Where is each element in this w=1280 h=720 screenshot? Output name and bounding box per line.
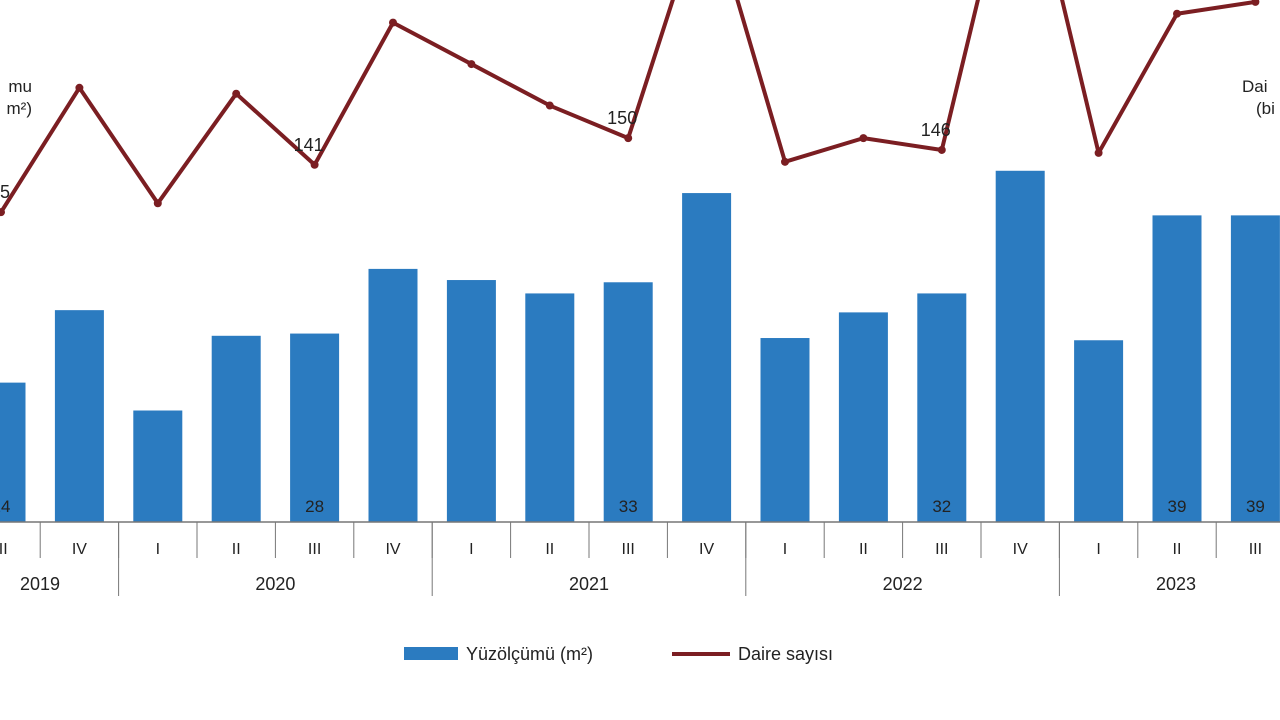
category-axis: IIIIVIIIIIIIVIIIIIIIVIIIIIIIVIIIIII20192… [0,521,1280,596]
bar [1152,215,1202,522]
quarter-tick-label: II [1173,541,1182,558]
bar [760,338,810,522]
quarter-tick-label: I [783,541,787,558]
quarter-tick-label: II [545,541,554,558]
line-point [937,145,946,154]
line-data-label: 192 [1156,0,1186,4]
right-axis-title-line: (bi [1256,99,1275,118]
bar-data-label: 32 [932,497,951,516]
quarter-tick-label: IV [385,541,400,558]
line-point [781,157,789,166]
bar [1074,340,1124,522]
bar-data-label: 39 [1168,497,1187,516]
left-axis-title: mu m²) [7,77,32,118]
quarter-tick-label: IV [72,541,87,558]
legend-swatch-bar [404,647,458,660]
line-point [545,101,554,110]
year-label: 2022 [883,574,923,594]
bar [1230,215,1280,522]
quarter-tick-label: III [1249,541,1262,558]
right-axis-title-line: Dai [1242,77,1268,96]
year-label: 2021 [569,574,609,594]
quarter-tick-label: I [156,541,160,558]
line-point [1251,0,1260,6]
bar-series [0,170,1280,522]
bar [446,280,496,522]
legend-label-line: Daire sayısı [738,644,833,664]
bar [838,312,888,522]
bar-data-label: 28 [305,497,324,516]
quarter-tick-label: II [232,541,241,558]
bar [995,170,1045,522]
line-data-label: 141 [294,135,324,155]
year-label: 2020 [255,574,295,594]
line-point [310,160,319,169]
year-label: 2023 [1156,574,1196,594]
series-line [0,0,1258,215]
line-point [1173,9,1181,18]
bar [133,410,183,522]
quarter-tick-label: I [469,541,473,558]
line-point [624,134,633,143]
line-point [389,18,397,27]
line-point [153,199,162,208]
line-data-label: 146 [921,120,951,140]
quarter-tick-label: IV [699,541,714,558]
line-data-labels: 125141150146192196 [0,0,1186,202]
line-series [0,0,1260,217]
bar [0,382,26,522]
legend-label-bar: Yüzölçümü (m²) [466,644,593,664]
quarter-tick-label: IV [1013,541,1028,558]
bar [525,293,575,522]
line-point [467,60,476,69]
bar-data-labels: 24 28 33 32 39 39 [0,497,1265,516]
bar-data-label: 33 [619,497,638,516]
right-axis-title: Dai (bi [1242,77,1275,118]
bar [211,335,261,522]
left-axis-title-line: mu [8,77,32,96]
quarter-tick-label: III [935,541,948,558]
line-point [75,83,84,92]
bar [603,282,653,522]
quarter-tick-label: II [859,541,868,558]
bar-data-label: 39 [1246,497,1265,516]
line-point [859,134,868,143]
line-point [232,89,241,98]
quarter-tick-label: I [1096,541,1100,558]
bar [368,268,418,522]
quarter-tick-label: III [0,541,8,558]
bar-data-label: 24 [0,497,10,516]
left-axis-title-line: m²) [7,99,32,118]
line-point [0,208,5,217]
line-data-label: 150 [607,108,637,128]
bar [917,293,967,522]
quarter-tick-label: III [622,541,635,558]
line-data-label: 125 [0,182,10,202]
bar [54,310,104,522]
legend: Yüzölçümü (m²) Daire sayısı [404,644,833,664]
bar [290,333,340,522]
line-point [1094,148,1103,157]
quarter-tick-label: III [308,541,321,558]
year-label: 2019 [20,574,60,594]
bar [682,193,732,522]
